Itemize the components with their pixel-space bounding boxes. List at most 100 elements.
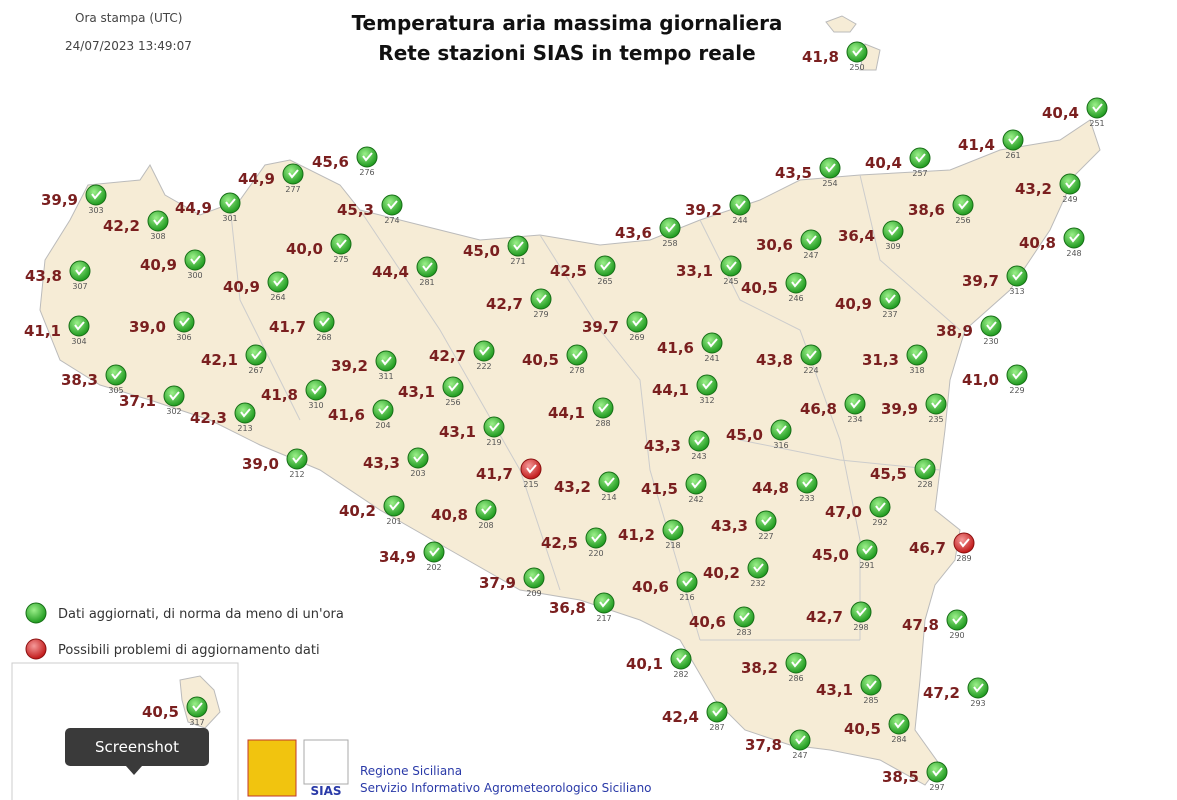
station-id: 304 <box>71 337 86 346</box>
station-temp: 46,7 <box>909 539 946 557</box>
station-id: 302 <box>166 407 181 416</box>
station-id: 265 <box>597 277 612 286</box>
station-id: 264 <box>270 293 285 302</box>
marker-check <box>448 382 459 392</box>
marker-check <box>665 223 676 233</box>
marker-check <box>668 525 679 535</box>
marker-check <box>387 200 398 210</box>
footer-org: Regione Siciliana <box>360 764 462 778</box>
station-temp: 39,2 <box>331 357 368 375</box>
marker-check <box>422 262 433 272</box>
station-temp: 40,4 <box>1042 104 1079 122</box>
station-id: 218 <box>665 541 680 550</box>
station-marker <box>685 473 707 495</box>
legend-problem: Possibili problemi di aggiornamento dati <box>58 643 320 658</box>
station-temp: 41,5 <box>641 480 678 498</box>
station-temp: 37,9 <box>479 574 516 592</box>
station-id: 300 <box>187 271 202 280</box>
marker-check <box>1008 135 1019 145</box>
station-marker <box>925 393 947 415</box>
station-temp: 40,6 <box>689 613 726 631</box>
station-marker <box>688 430 710 452</box>
marker-check <box>75 266 86 276</box>
station-id: 257 <box>912 169 927 178</box>
station-temp: 44,1 <box>652 381 689 399</box>
marker-check <box>931 399 942 409</box>
station-id: 309 <box>885 242 900 251</box>
station-id: 293 <box>970 699 985 708</box>
marker-check <box>479 346 490 356</box>
station-marker <box>856 539 878 561</box>
marker-check <box>481 505 492 515</box>
station-temp: 40,5 <box>844 720 881 738</box>
station-marker <box>670 648 692 670</box>
marker-check <box>753 563 764 573</box>
station-id: 306 <box>176 333 191 342</box>
station-marker <box>860 674 882 696</box>
station-temp: 45,0 <box>726 426 763 444</box>
station-id: 276 <box>359 168 374 177</box>
marker-check <box>526 464 537 474</box>
station-temp: 43,1 <box>439 423 476 441</box>
station-marker <box>381 194 403 216</box>
station-marker <box>914 458 936 480</box>
station-temp: 41,8 <box>802 48 839 66</box>
station-temp: 31,3 <box>862 351 899 369</box>
station-marker <box>909 147 931 169</box>
legend-problem-icon <box>25 638 47 660</box>
marker-check <box>429 547 440 557</box>
marker-check <box>802 478 813 488</box>
station-id: 219 <box>486 438 501 447</box>
station-temp: 42,7 <box>429 347 466 365</box>
station-marker <box>729 194 751 216</box>
station-id: 202 <box>426 563 441 572</box>
station-temp: 43,1 <box>816 681 853 699</box>
marker-check <box>1069 233 1080 243</box>
tooltip-box <box>65 728 209 766</box>
station-marker <box>530 288 552 310</box>
marker-check <box>591 533 602 543</box>
station-marker <box>267 271 289 293</box>
marker-check <box>739 612 750 622</box>
station-temp: 43,8 <box>756 351 793 369</box>
station-temp: 37,1 <box>119 392 156 410</box>
station-marker <box>747 557 769 579</box>
station-id: 243 <box>691 452 706 461</box>
station-temp: 42,4 <box>662 708 699 726</box>
station-marker <box>755 510 777 532</box>
marker-check <box>862 545 873 555</box>
marker-check <box>973 683 984 693</box>
station-id: 298 <box>853 623 868 632</box>
station-marker <box>926 761 948 783</box>
station-marker <box>796 472 818 494</box>
station-id: 275 <box>333 255 348 264</box>
station-marker <box>85 184 107 206</box>
station-temp: 44,9 <box>238 170 275 188</box>
station-id: 279 <box>533 310 548 319</box>
station-temp: 44,1 <box>548 404 585 422</box>
marker-check <box>225 198 236 208</box>
station-temp: 43,5 <box>775 164 812 182</box>
marker-check <box>735 200 746 210</box>
station-marker <box>701 332 723 354</box>
station-temp: 44,4 <box>372 263 409 281</box>
marker-check <box>694 436 705 446</box>
station-marker <box>507 235 529 257</box>
station-id: 244 <box>732 216 747 225</box>
marker-check <box>691 479 702 489</box>
station-id: 222 <box>476 362 491 371</box>
station-temp: 41,4 <box>958 136 995 154</box>
station-id: 208 <box>478 521 493 530</box>
station-marker <box>800 344 822 366</box>
station-marker <box>626 311 648 333</box>
station-marker <box>1006 364 1028 386</box>
station-temp: 47,8 <box>902 616 939 634</box>
station-id: 233 <box>799 494 814 503</box>
station-id: 246 <box>788 294 803 303</box>
marker-check <box>74 321 85 331</box>
marker-check <box>292 454 303 464</box>
station-temp: 40,1 <box>626 655 663 673</box>
marker-check <box>776 425 787 435</box>
marker-check <box>894 719 905 729</box>
